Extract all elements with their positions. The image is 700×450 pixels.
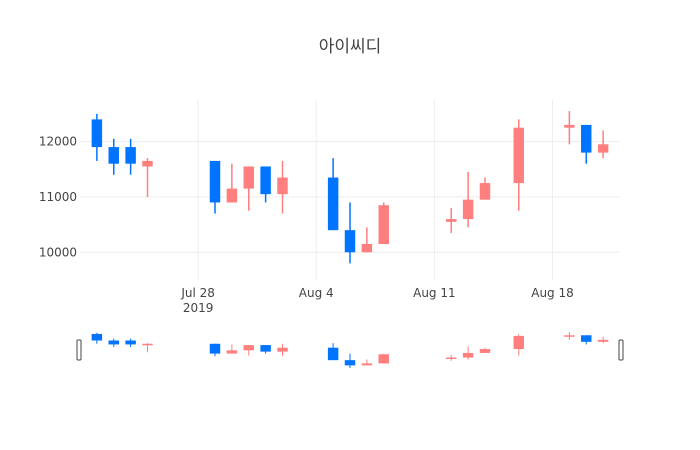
- candle-body: [108, 147, 119, 164]
- range-candle-body: [226, 350, 238, 354]
- range-candle-body: [260, 345, 271, 352]
- range-candle-body: [378, 354, 389, 364]
- range-slider-left-handle[interactable]: [76, 339, 82, 361]
- range-candle-body: [361, 363, 373, 366]
- candle-body: [564, 124, 575, 128]
- candle-body: [597, 144, 609, 153]
- range-candle-body: [91, 333, 103, 341]
- range-candle-body: [142, 343, 153, 346]
- candle-body: [513, 127, 524, 184]
- candle-body: [361, 244, 373, 253]
- x-tick-year-label: 2019: [183, 301, 214, 315]
- candle-body: [344, 230, 356, 253]
- range-candle-body: [277, 347, 288, 352]
- range-candle-body: [108, 340, 119, 345]
- candle-body: [378, 205, 389, 244]
- range-candle-body: [581, 335, 592, 342]
- range-candle-body: [479, 349, 491, 353]
- range-candle-body: [125, 340, 136, 345]
- range-slider-right-handle[interactable]: [618, 339, 624, 361]
- candle-body: [462, 199, 474, 220]
- candle-body: [142, 160, 153, 167]
- y-tick-label: 10000: [39, 245, 77, 259]
- candle-body: [243, 166, 254, 189]
- range-candle-body: [513, 335, 524, 350]
- range-candle-body: [564, 335, 575, 337]
- x-tick-label: Aug 18: [531, 286, 574, 300]
- range-candle-body: [327, 347, 339, 361]
- candle-body: [479, 183, 491, 200]
- candle-body: [581, 124, 592, 153]
- y-tick-label: 11000: [39, 190, 77, 204]
- x-tick-label: Jul 28: [180, 286, 215, 300]
- range-candle-body: [446, 357, 457, 360]
- range-candle-body: [209, 343, 221, 354]
- candle-body: [91, 119, 103, 148]
- candle-body: [446, 219, 457, 222]
- candle-body: [209, 160, 221, 203]
- range-candle-body: [597, 339, 609, 342]
- candle-body: [327, 177, 339, 231]
- range-candle-body: [243, 345, 254, 351]
- range-candle-body: [462, 352, 474, 358]
- candle-body: [260, 166, 271, 195]
- x-tick-label: Aug 4: [299, 286, 334, 300]
- candle-body: [125, 147, 136, 164]
- chart-title: 아이씨디: [318, 37, 382, 57]
- candle-body: [226, 188, 238, 203]
- y-tick-label: 12000: [39, 135, 77, 149]
- x-tick-label: Aug 11: [413, 286, 456, 300]
- candle-body: [277, 177, 288, 195]
- range-candle-body: [344, 360, 356, 366]
